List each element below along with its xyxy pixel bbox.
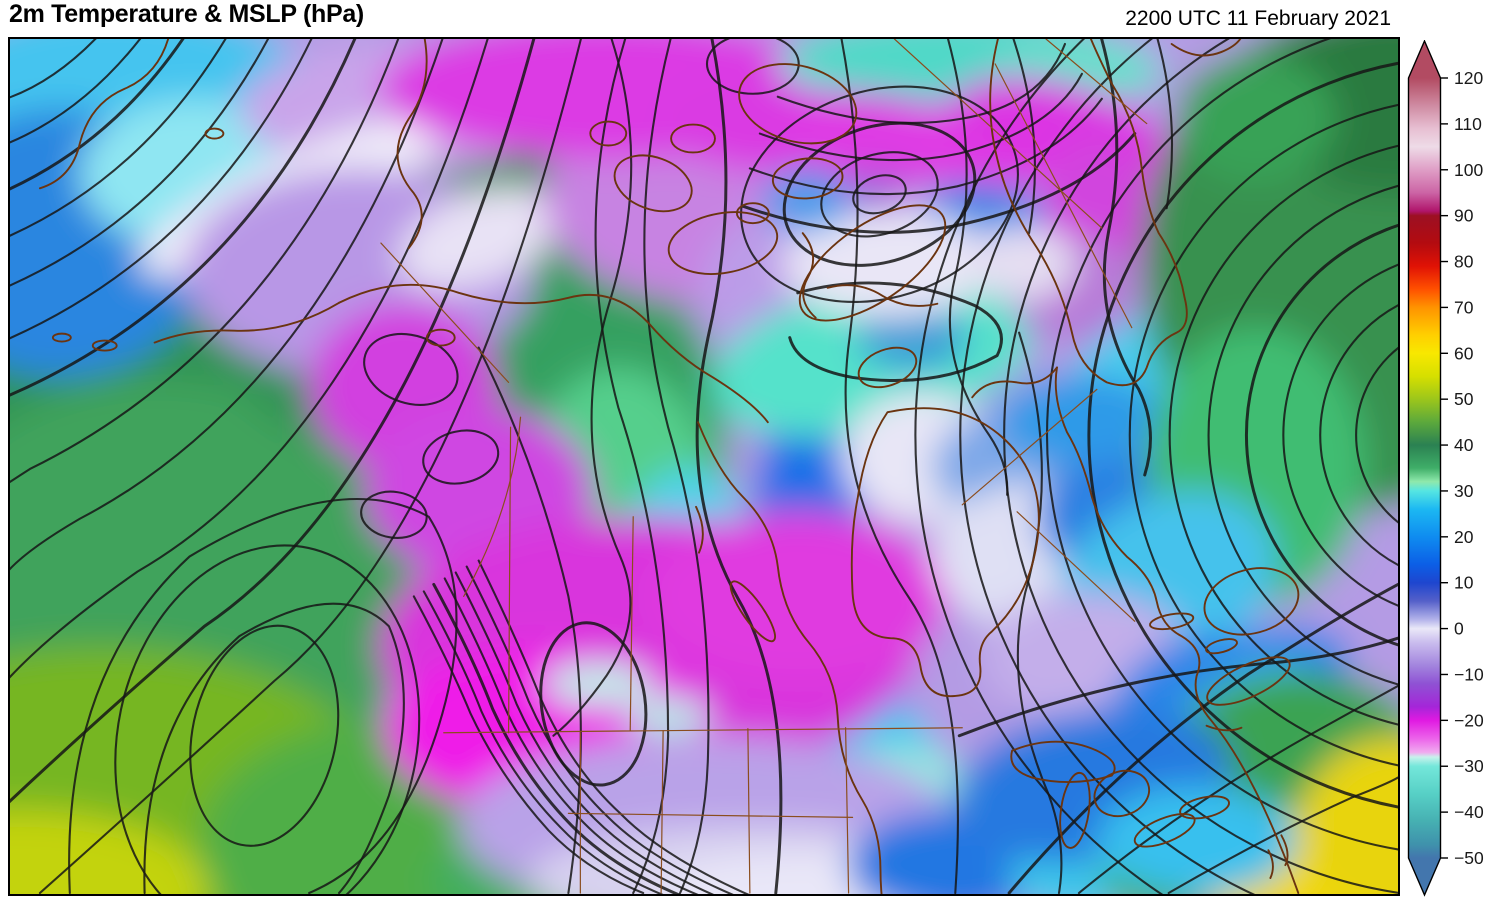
colorbar: 1201101009080706050403020100−10−20−30−40…	[1407, 40, 1495, 898]
valid-time-label: 2200 UTC 11 February 2021	[1125, 7, 1391, 31]
temperature-field	[10, 39, 1398, 894]
colorbar-tick-label: −30	[1454, 756, 1484, 776]
colorbar-tick-label: 70	[1454, 297, 1474, 317]
colorbar-tick-label: 80	[1454, 252, 1474, 272]
colorbar-tick-label: 20	[1454, 527, 1474, 547]
colorbar-tick-label: 100	[1454, 160, 1483, 180]
colorbar-tick-label: 0	[1454, 619, 1464, 639]
colorbar-tick-label: 50	[1454, 389, 1474, 409]
colorbar-tick-label: 40	[1454, 435, 1474, 455]
colorbar-tick-label: −20	[1454, 710, 1484, 730]
colorbar-tick-label: −10	[1454, 664, 1484, 684]
colorbar-tick-label: 120	[1454, 68, 1483, 88]
colorbar-tick-label: 110	[1454, 114, 1482, 134]
weather-map	[10, 39, 1398, 894]
colorbar-gradient	[1409, 41, 1441, 895]
map-frame	[8, 37, 1400, 896]
colorbar-tick-label: 60	[1454, 343, 1474, 363]
colorbar-tick-label: −40	[1454, 802, 1484, 822]
colorbar-ticks: 1201101009080706050403020100−10−20−30−40…	[1441, 68, 1484, 868]
colorbar-tick-label: −50	[1454, 848, 1484, 868]
colorbar-tick-label: 30	[1454, 481, 1474, 501]
colorbar-tick-label: 10	[1454, 573, 1474, 593]
colorbar-tick-label: 90	[1454, 206, 1474, 226]
page-title: 2m Temperature & MSLP (hPa)	[9, 0, 364, 29]
